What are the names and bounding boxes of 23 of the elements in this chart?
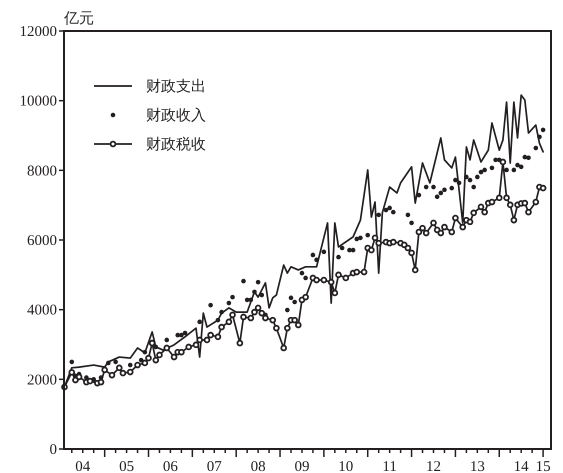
x-tick-label: 05 <box>119 459 134 473</box>
x-tick-label: 13 <box>470 459 485 473</box>
legend-label: 财政收入 <box>146 107 206 124</box>
y-tick-label: 0 <box>50 442 57 458</box>
x-tick-label: 08 <box>250 459 266 473</box>
x-tick-label: 15 <box>536 459 551 473</box>
y-tick-label: 4000 <box>27 302 57 319</box>
x-tick-label: 11 <box>382 459 397 473</box>
y-tick-label: 6000 <box>27 233 57 249</box>
x-tick-label: 12 <box>426 459 441 473</box>
legend-label: 财政税收 <box>146 136 206 153</box>
y-tick-label: 2000 <box>27 372 57 388</box>
x-tick-label: 10 <box>338 459 354 473</box>
x-tick-label: 14 <box>514 459 530 473</box>
legend-label: 财政支出 <box>146 78 206 95</box>
y-tick-label: 8000 <box>27 163 57 180</box>
x-tick-label: 09 <box>294 459 310 473</box>
y-axis-title: 亿元 <box>63 11 94 27</box>
y-tick-label: 10000 <box>20 94 57 110</box>
x-tick-label: 04 <box>75 459 91 473</box>
y-tick-label: 12000 <box>20 24 57 40</box>
x-tick-label: 06 <box>162 459 178 473</box>
x-tick-label: 07 <box>206 459 222 473</box>
